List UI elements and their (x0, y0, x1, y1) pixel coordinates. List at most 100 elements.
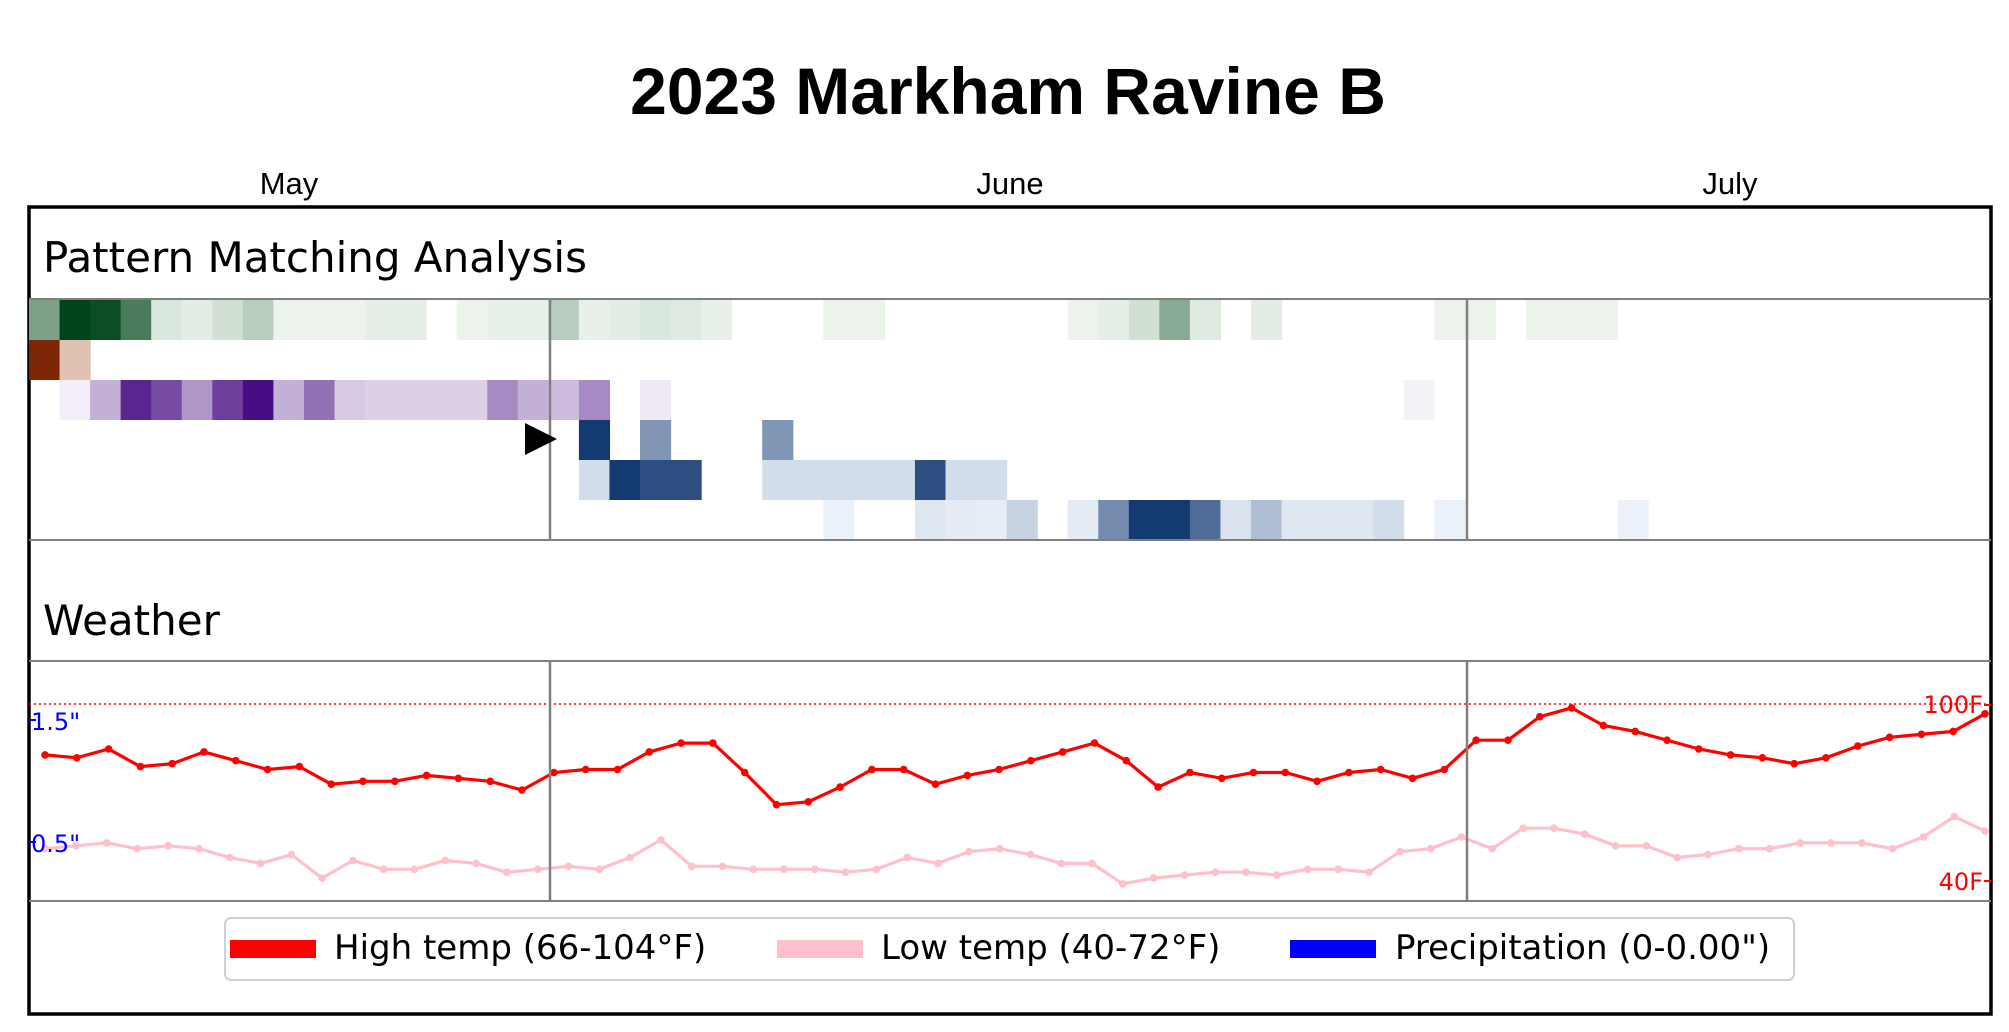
high-temp-point (868, 765, 876, 774)
low-temp-point (1334, 865, 1343, 874)
heatmap-cell (1434, 500, 1466, 540)
heatmap-cell (151, 300, 183, 340)
low-temp-point (687, 862, 696, 871)
low-temp-point (811, 865, 819, 874)
high-temp-point (899, 765, 908, 774)
heatmap-cell (1128, 500, 1160, 540)
legend-label-low: Low temp (40-72°F) (881, 928, 1220, 968)
low-temp-point (256, 859, 265, 868)
heatmap-cell (487, 380, 519, 420)
low-temp-point (133, 844, 142, 853)
high-temp-point (1281, 768, 1290, 777)
figure-frame (27, 205, 1993, 1016)
legend-box (224, 917, 1795, 981)
heatmap-cell (578, 300, 611, 340)
high-temp-point (1917, 730, 1926, 739)
high-temp-point (1217, 774, 1226, 783)
low-temp-point (503, 868, 511, 876)
high-temp-point (613, 765, 622, 774)
high-temp-point (1408, 774, 1417, 783)
low-temp-point (441, 856, 450, 865)
heatmap-cell (548, 300, 580, 340)
low-temp-point (41, 844, 49, 853)
legend-swatch-low (777, 940, 863, 958)
heatmap-cell (212, 380, 244, 420)
heatmap-cell (90, 380, 122, 420)
legend-swatch-precip (1290, 940, 1376, 958)
heatmap-cell (120, 300, 152, 340)
current-position-marker (525, 423, 557, 455)
heatmap-cell (151, 380, 183, 420)
heatmap-cell (1434, 300, 1466, 340)
heatmap-cell (1281, 500, 1313, 540)
heatmap-cell (59, 340, 91, 380)
weather-plot (41, 704, 1989, 888)
high-temp-point (581, 765, 590, 774)
heatmap-cell (334, 300, 366, 340)
legend: High temp (66-104°F) Low temp (40-72°F) … (224, 917, 1795, 981)
high-temp-point (1186, 768, 1194, 777)
high-temp-point (550, 768, 558, 777)
low-temp-point (1858, 839, 1866, 847)
heatmap-cell (670, 300, 702, 340)
heatmap-cell (762, 460, 794, 500)
low-temp-point (1734, 844, 1743, 853)
heatmap-cell (853, 300, 885, 340)
low-temp-point (1888, 844, 1897, 853)
heatmap-cell (609, 460, 641, 500)
heatmap-cell (517, 300, 549, 340)
high-temp-point (677, 739, 685, 747)
heatmap-cell (1312, 500, 1344, 540)
month-label-may: May (260, 166, 319, 201)
low-temp-point (1981, 827, 1989, 835)
heatmap-cell (1067, 300, 1099, 340)
heatmap-cell (792, 460, 824, 500)
heatmap-cell (640, 460, 672, 500)
heatmap-cell (823, 300, 855, 340)
heatmap-cell (640, 380, 672, 420)
high-temp-point (1758, 754, 1767, 762)
high-temp-point (1981, 710, 1989, 718)
heatmap-cell (395, 380, 427, 420)
heatmap-cell (701, 300, 733, 340)
low-temp-point (595, 865, 604, 874)
high-temp-point (1695, 745, 1703, 753)
low-temp-point (1242, 868, 1250, 876)
legend-swatch-high (230, 940, 316, 958)
high-temp-point (709, 739, 717, 747)
low-temp-point (995, 844, 1004, 853)
legend-label-precip: Precipitation (0-0.00") (1395, 928, 1770, 968)
low-temp-point (533, 865, 542, 874)
low-temp-point (195, 844, 203, 853)
heatmap-cell (1587, 300, 1619, 340)
low-temp-point (1950, 812, 1958, 821)
heatmap-cell (365, 380, 397, 420)
low-temp-point (1765, 844, 1774, 853)
low-temp-point (72, 842, 80, 850)
high-temp-point (804, 798, 813, 806)
heatmap-cell (59, 300, 91, 340)
high-temp-point (1345, 768, 1353, 777)
month-label-july: July (1702, 166, 1758, 201)
low-temp-point (934, 859, 942, 868)
high-temp-point (995, 765, 1003, 774)
low-temp-point (657, 836, 665, 844)
weather-panel-title: Weather (43, 596, 221, 645)
low-temp-point (903, 853, 911, 862)
heatmap-cell (487, 300, 519, 340)
high-temp-point (454, 774, 463, 783)
heatmap-cell (853, 460, 885, 500)
low-temp-point (1704, 850, 1712, 859)
high-temp-point (41, 751, 49, 759)
high-temp-point (232, 756, 240, 765)
heatmap-cell (1342, 500, 1374, 540)
high-temp-point (1726, 751, 1735, 759)
low-temp-point (472, 859, 480, 868)
high-temp-point (422, 771, 431, 780)
heatmap-cell (303, 300, 336, 340)
low-temp-point (749, 865, 758, 874)
high-temp-point (1504, 736, 1512, 744)
low-temp-point (1396, 847, 1404, 856)
high-temp-point (1599, 721, 1608, 730)
